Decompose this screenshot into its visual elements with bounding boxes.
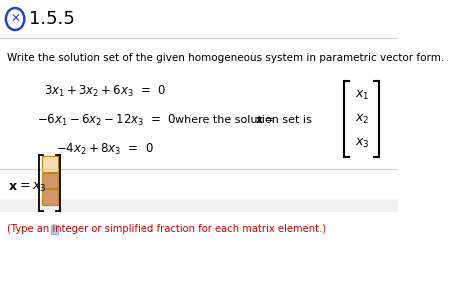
Bar xyxy=(42,156,57,172)
Circle shape xyxy=(6,8,24,30)
Text: $x_1$: $x_1$ xyxy=(355,89,369,102)
Text: =: = xyxy=(261,115,274,125)
Text: where the solution set is: where the solution set is xyxy=(174,115,315,125)
Text: x: x xyxy=(256,115,263,125)
Text: $x_3$: $x_3$ xyxy=(355,136,369,150)
Text: $-4x_2 + 8x_3$  =  0: $-4x_2 + 8x_3$ = 0 xyxy=(56,141,154,157)
Text: $\mathbf{x}$: $\mathbf{x}$ xyxy=(9,181,18,193)
Text: $x_2$: $x_2$ xyxy=(355,112,369,126)
Text: $= x_3$: $= x_3$ xyxy=(17,181,46,193)
Text: ✕: ✕ xyxy=(10,13,20,25)
Text: 1.5.5: 1.5.5 xyxy=(29,10,75,28)
Text: Write the solution set of the given homogeneous system in parametric vector form: Write the solution set of the given homo… xyxy=(7,53,444,63)
Text: (Type an integer or simplified fraction for each matrix element.): (Type an integer or simplified fraction … xyxy=(7,224,326,234)
Text: $-6x_1 - 6x_2 - 12x_3$  =  0: $-6x_1 - 6x_2 - 12x_3$ = 0 xyxy=(37,112,176,128)
Bar xyxy=(42,189,57,205)
Bar xyxy=(42,173,57,188)
Bar xyxy=(0,199,398,212)
Bar xyxy=(51,225,57,234)
Text: $3x_1 + 3x_2 + 6x_3$  =  0: $3x_1 + 3x_2 + 6x_3$ = 0 xyxy=(44,83,166,99)
